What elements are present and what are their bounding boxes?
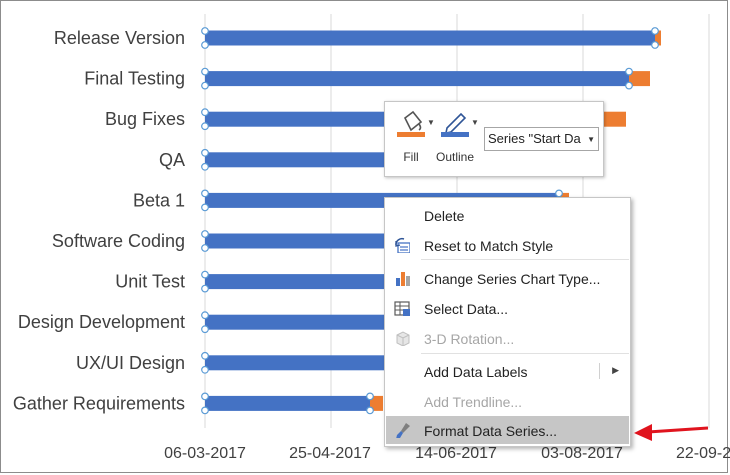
selection-handle[interactable] — [201, 148, 209, 157]
submenu-arrow-icon: ▶ — [612, 365, 619, 375]
menu-item-add-data-labels[interactable]: Add Data Labels ▶ — [386, 357, 629, 385]
bar-chart-icon — [396, 272, 410, 286]
bar-duration[interactable] — [370, 395, 383, 411]
selection-handle[interactable] — [201, 365, 209, 374]
selection-handle[interactable] — [201, 41, 209, 49]
menu-item-delete-label: Delete — [424, 208, 465, 224]
selection-handle[interactable] — [201, 122, 209, 131]
selection-handle[interactable] — [366, 392, 374, 401]
submenu-divider — [599, 363, 600, 379]
series-selector[interactable]: Series "Start Da ▼ — [484, 127, 599, 151]
category-label: Beta 1 — [133, 190, 185, 210]
category-label: Design Development — [18, 312, 185, 332]
table-icon — [394, 301, 410, 316]
paint-bucket-icon — [397, 110, 425, 137]
selection-handle[interactable] — [201, 351, 209, 360]
selection-handle[interactable] — [625, 81, 633, 90]
selection-handle[interactable] — [201, 392, 209, 401]
selection-handle[interactable] — [651, 41, 659, 49]
context-menu: Delete Reset to Match Style Change Serie… — [384, 197, 631, 447]
menu-item-format-label: Format Data Series... — [424, 423, 558, 439]
menu-item-trendline-label: Add Trendline... — [424, 394, 523, 410]
selection-handle[interactable] — [201, 244, 209, 252]
menu-item-3d-rotation[interactable]: 3-D Rotation... — [386, 324, 629, 352]
outline-label: Outline — [435, 150, 475, 164]
bar-start-date[interactable] — [205, 30, 655, 46]
selection-handle[interactable] — [555, 189, 563, 198]
series-selector-value: Series "Start Da — [488, 131, 581, 146]
menu-separator — [421, 259, 629, 260]
category-label: Unit Test — [115, 272, 185, 292]
selection-handle[interactable] — [201, 230, 209, 238]
selection-handle[interactable] — [625, 67, 633, 76]
selection-handle[interactable] — [201, 284, 209, 293]
selection-handle[interactable] — [201, 325, 209, 334]
chevron-down-icon: ▼ — [587, 135, 595, 144]
menu-item-reset-style[interactable]: Reset to Match Style — [386, 231, 629, 259]
selection-handle[interactable] — [201, 162, 209, 171]
selection-handle[interactable] — [201, 27, 209, 35]
x-tick-label: 22-09-20 — [676, 445, 730, 462]
x-tick-label: 03-08-2017 — [541, 445, 623, 462]
category-labels: Release Version Final Testing Bug Fixes QA B… — [13, 28, 185, 413]
x-tick-label: 06-03-2017 — [164, 445, 246, 462]
menu-item-change-type-label: Change Series Chart Type... — [424, 271, 601, 287]
cube-icon — [396, 331, 410, 346]
menu-item-select-data[interactable]: Select Data... — [386, 294, 629, 322]
x-tick-label: 14-06-2017 — [415, 445, 497, 462]
menu-item-rotation-label: 3-D Rotation... — [424, 331, 515, 347]
selection-handle[interactable] — [201, 81, 209, 90]
fill-label: Fill — [403, 150, 419, 164]
category-label: UX/UI Design — [76, 353, 185, 373]
selection-handle[interactable] — [201, 406, 209, 415]
pen-icon — [441, 112, 469, 137]
brush-icon — [396, 423, 410, 438]
menu-item-delete[interactable]: Delete — [386, 201, 629, 229]
bar-start-date[interactable] — [205, 395, 370, 411]
menu-item-format-data-series[interactable]: Format Data Series... — [386, 416, 629, 444]
red-arrow-annotation — [634, 424, 709, 441]
category-label: Bug Fixes — [105, 109, 185, 129]
selection-handle[interactable] — [651, 27, 659, 35]
menu-item-add-trendline[interactable]: Add Trendline... — [386, 387, 629, 415]
bar-duration[interactable] — [600, 111, 626, 127]
selection-handle[interactable] — [201, 108, 209, 117]
category-label: Release Version — [54, 28, 185, 48]
selection-handle[interactable] — [201, 270, 209, 279]
menu-separator — [421, 353, 629, 354]
x-tick-label: 25-04-2017 — [289, 445, 371, 462]
reset-style-icon — [395, 237, 410, 253]
menu-item-change-chart-type[interactable]: Change Series Chart Type... — [386, 264, 629, 292]
outline-button[interactable]: ▼ Outline — [433, 106, 479, 172]
bar-duration[interactable] — [629, 71, 650, 87]
category-label: Software Coding — [52, 231, 185, 251]
category-label: Final Testing — [84, 69, 185, 89]
category-label: QA — [159, 150, 185, 170]
format-mini-toolbar: ▼ Fill ▼ Outline Series "Start Da ▼ — [384, 101, 604, 177]
selection-handle[interactable] — [201, 311, 209, 320]
selection-handle[interactable] — [366, 406, 374, 415]
selection-handle[interactable] — [201, 67, 209, 76]
selection-handle[interactable] — [201, 203, 209, 212]
menu-item-select-data-label: Select Data... — [424, 301, 509, 317]
menu-item-reset-label: Reset to Match Style — [424, 238, 554, 254]
menu-item-add-labels-label: Add Data Labels — [424, 364, 528, 380]
fill-button[interactable]: ▼ Fill — [389, 106, 435, 172]
selection-handle[interactable] — [201, 189, 209, 198]
x-tick-labels: 06-03-2017 25-04-2017 14-06-2017 03-08-2017… — [164, 445, 730, 462]
bar-duration[interactable] — [655, 30, 661, 46]
category-label: Gather Requirements — [13, 393, 185, 413]
bar-start-date[interactable] — [205, 71, 629, 87]
